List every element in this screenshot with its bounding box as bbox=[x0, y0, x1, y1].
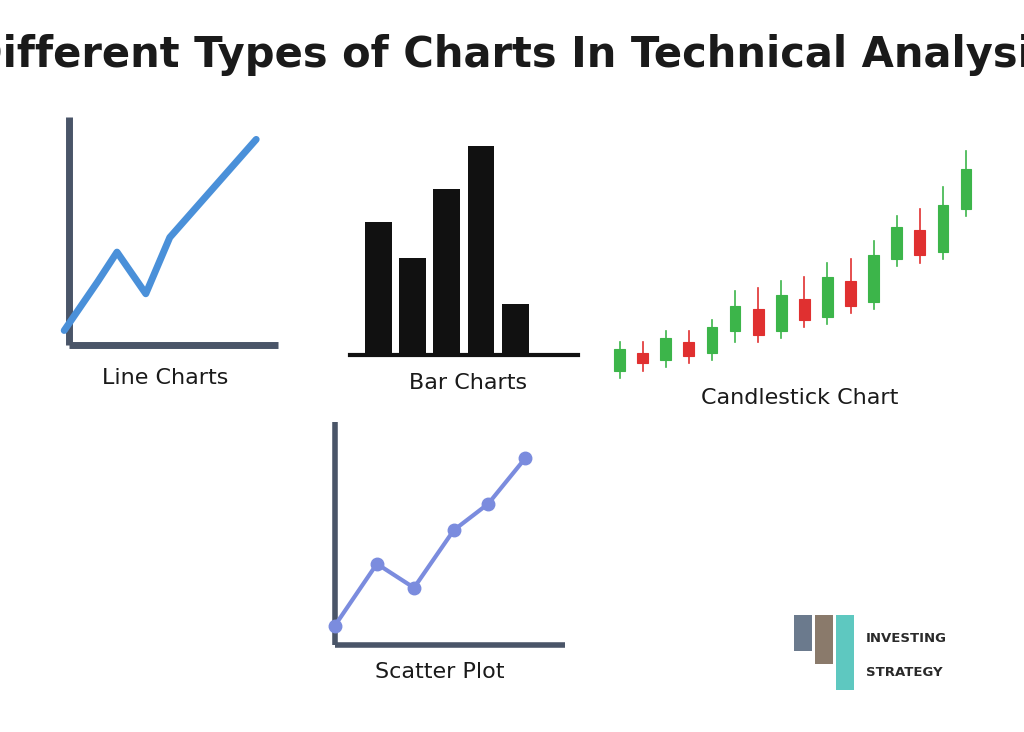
Text: Line Charts: Line Charts bbox=[101, 368, 228, 388]
Bar bbox=[815, 615, 834, 665]
Bar bbox=[914, 230, 926, 255]
Bar bbox=[433, 189, 460, 355]
Bar bbox=[845, 280, 856, 306]
Bar bbox=[399, 258, 426, 355]
Bar bbox=[365, 223, 391, 355]
Text: Bar Charts: Bar Charts bbox=[409, 373, 527, 393]
Text: STRATEGY: STRATEGY bbox=[865, 666, 942, 679]
Bar bbox=[753, 310, 764, 335]
Bar bbox=[707, 327, 718, 353]
Bar bbox=[502, 304, 528, 355]
Bar bbox=[637, 353, 648, 363]
Bar bbox=[660, 338, 671, 360]
Bar bbox=[837, 615, 854, 690]
Bar bbox=[730, 306, 740, 331]
Bar bbox=[468, 146, 495, 355]
Text: Candlestick Chart: Candlestick Chart bbox=[701, 388, 899, 408]
Bar bbox=[868, 255, 879, 302]
Bar bbox=[822, 277, 833, 317]
Bar bbox=[683, 342, 694, 356]
Text: Different Types of Charts In Technical Analysis: Different Types of Charts In Technical A… bbox=[0, 34, 1024, 76]
Bar bbox=[799, 299, 810, 320]
Text: INVESTING: INVESTING bbox=[865, 632, 946, 646]
Text: Scatter Plot: Scatter Plot bbox=[375, 662, 505, 682]
Bar bbox=[776, 295, 786, 331]
Bar bbox=[614, 349, 625, 370]
Bar bbox=[891, 227, 902, 259]
Bar bbox=[795, 615, 812, 651]
Bar bbox=[961, 169, 972, 209]
Bar bbox=[938, 205, 948, 252]
